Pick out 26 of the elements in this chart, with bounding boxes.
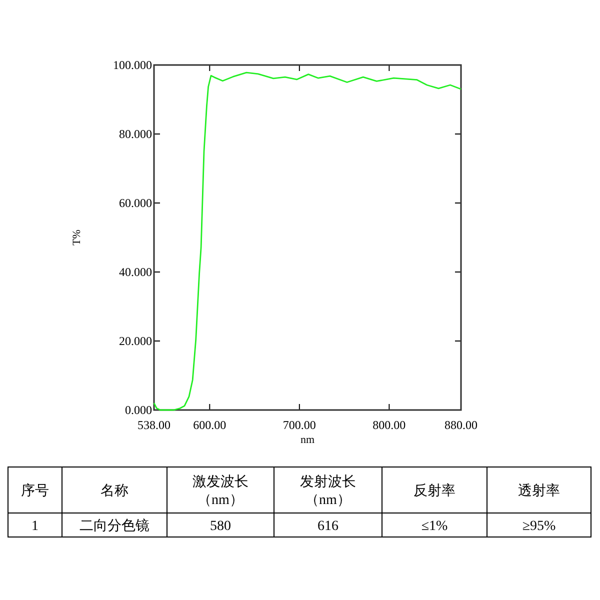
x-axis-title: nm <box>300 434 315 446</box>
text: ≥95% <box>522 519 556 534</box>
y-tick-label: 60.000 <box>119 196 152 210</box>
x-tick-label: 600.00 <box>193 418 226 432</box>
text: 580 <box>210 519 231 534</box>
y-axis-title: T% <box>71 230 83 246</box>
category-label: 名称 <box>100 483 128 499</box>
category-label: 透射率 <box>518 483 560 499</box>
category-label: 反射率 <box>414 483 456 499</box>
x-tick-label: 800.00 <box>372 418 406 432</box>
text: 616 <box>318 519 338 534</box>
category-label: 序号 <box>21 483 49 499</box>
text: 1 <box>32 519 38 534</box>
x-tick-label: 700.00 <box>282 418 316 432</box>
category-label: 发射波长（nm） <box>300 474 356 508</box>
y-tick-label: 20.000 <box>119 334 152 348</box>
line-series <box>153 72 462 411</box>
category-label: 激发波长（nm） <box>192 474 248 508</box>
text: ≤1% <box>421 519 448 534</box>
y-tick-label: 100.000 <box>113 58 152 72</box>
text: 二向分色镜 <box>80 519 150 534</box>
y-tick-label: 80.000 <box>119 127 152 141</box>
x-tick-label: 880.00 <box>444 418 478 432</box>
y-tick-label: 40.000 <box>119 265 152 279</box>
y-tick-label: 0.000 <box>125 403 152 417</box>
x-tick-label: 538.00 <box>138 418 170 432</box>
